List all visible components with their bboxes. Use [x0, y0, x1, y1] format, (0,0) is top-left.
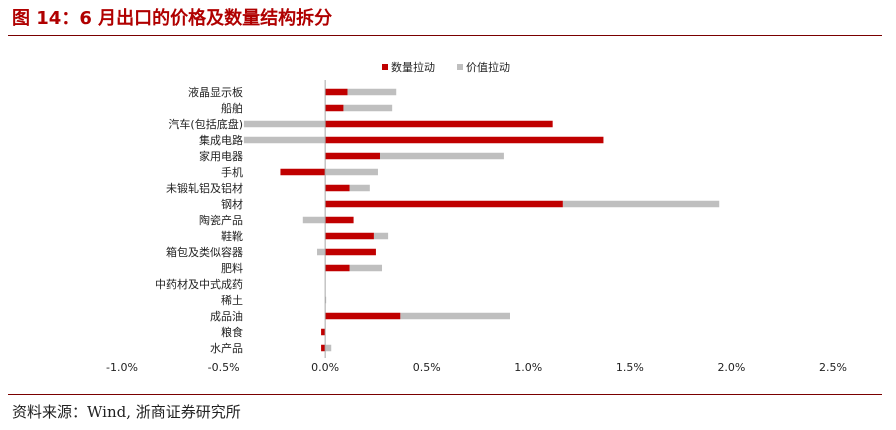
x-tick-label: -1.0% [106, 361, 138, 374]
price-bar [325, 344, 332, 352]
legend-swatch [457, 64, 463, 70]
category-label: 成品油 [210, 309, 243, 323]
category-label: 鞋靴 [221, 229, 243, 243]
quantity-bar [325, 152, 380, 160]
legend-swatch [382, 64, 388, 70]
category-label: 陶瓷产品 [199, 213, 243, 227]
price-bar [243, 136, 326, 144]
quantity-bar [325, 312, 401, 320]
quantity-bar [325, 120, 553, 128]
price-bar [325, 168, 378, 176]
quantity-bar [325, 216, 354, 224]
category-label: 箱包及类似容器 [166, 245, 243, 259]
price-bar [562, 200, 720, 208]
price-bar [343, 104, 393, 112]
price-bar [349, 184, 370, 192]
quantity-bar [325, 264, 350, 272]
category-label: 钢材 [221, 197, 243, 211]
x-tick-label: -0.5% [208, 361, 240, 374]
figure-title: 图 14：6 月出口的价格及数量结构拆分 [12, 8, 333, 29]
x-tick-label: 0.5% [413, 361, 441, 374]
category-label: 集成电路 [199, 133, 243, 147]
category-label: 水产品 [210, 341, 243, 355]
category-label: 未锻轧铝及铝材 [166, 181, 243, 195]
quantity-bar [280, 168, 326, 176]
price-bar [243, 120, 326, 128]
category-label: 肥料 [221, 261, 243, 275]
price-bar [302, 216, 326, 224]
x-tick-label: 2.5% [819, 361, 847, 374]
price-bar [379, 152, 504, 160]
category-label: 手机 [221, 165, 243, 179]
quantity-bar [325, 184, 350, 192]
quantity-bar [325, 104, 344, 112]
x-tick-label: 0.0% [311, 361, 339, 374]
price-bar [317, 248, 326, 256]
category-label: 家用电器 [199, 149, 243, 163]
price-bar [349, 264, 383, 272]
title-divider [8, 35, 882, 36]
category-label: 液晶显示板 [188, 85, 243, 99]
quantity-bar [325, 248, 376, 256]
price-bar [400, 312, 511, 320]
x-tick-label: 1.5% [616, 361, 644, 374]
x-tick-label: 2.0% [717, 361, 745, 374]
source-note: 资料来源：Wind, 浙商证券研究所 [12, 403, 241, 421]
quantity-bar [325, 88, 348, 96]
legend-label: 价值拉动 [466, 60, 510, 74]
price-bar [347, 88, 397, 96]
category-label: 汽车(包括底盘) [168, 117, 243, 131]
quantity-bar [321, 344, 326, 352]
category-label: 粮食 [221, 325, 243, 339]
source-divider [8, 394, 882, 395]
quantity-bar [325, 200, 563, 208]
category-label: 稀土 [221, 294, 243, 307]
x-tick-label: 1.0% [514, 361, 542, 374]
price-bar [325, 296, 327, 304]
quantity-bar [321, 328, 326, 336]
legend-label: 数量拉动 [391, 60, 435, 74]
price-bar [373, 232, 389, 240]
category-label: 船舶 [221, 101, 243, 115]
quantity-bar [325, 136, 604, 144]
quantity-bar [325, 232, 374, 240]
category-label: 中药材及中式成药 [155, 277, 243, 291]
